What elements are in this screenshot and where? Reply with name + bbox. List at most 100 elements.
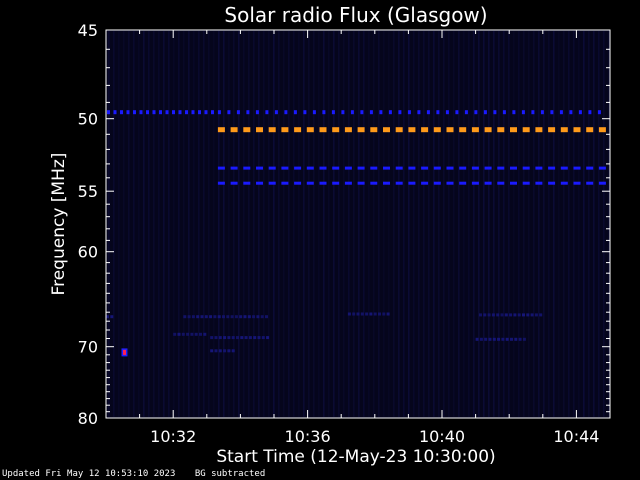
noise-stripe xyxy=(443,31,445,417)
emission-dash xyxy=(293,110,297,115)
weak-emission-mark xyxy=(479,313,482,317)
weak-emission-mark xyxy=(484,337,488,341)
weak-emission-mark xyxy=(260,315,264,319)
weak-emission-mark xyxy=(373,312,377,316)
noise-stripe xyxy=(153,31,155,417)
emission-dash xyxy=(322,110,326,115)
emission-dash xyxy=(268,127,276,133)
emission-dash xyxy=(421,181,429,185)
emission-dash xyxy=(573,166,581,170)
emission-dash xyxy=(120,110,123,115)
weak-emission-mark xyxy=(266,336,270,340)
weak-emission-mark xyxy=(106,315,109,319)
noise-stripe xyxy=(183,31,185,417)
weak-emission-mark xyxy=(518,337,522,341)
weak-emission-mark xyxy=(173,332,177,336)
noise-stripe xyxy=(368,31,370,417)
noise-stripe xyxy=(388,31,390,417)
weak-emission-mark xyxy=(483,313,487,317)
weak-emission-mark xyxy=(526,313,530,317)
emission-dash xyxy=(446,181,454,185)
noise-stripe xyxy=(543,31,545,417)
weak-emission-mark xyxy=(261,336,265,340)
noise-stripe xyxy=(483,31,485,417)
emission-dash xyxy=(586,127,594,133)
emission-dash xyxy=(165,110,169,115)
emission-dash xyxy=(383,181,390,185)
noise-stripe xyxy=(533,31,535,417)
weak-emission-mark xyxy=(218,336,222,340)
emission-dash xyxy=(560,181,568,185)
noise-stripe xyxy=(563,31,565,417)
noise-stripe xyxy=(553,31,555,417)
emission-dash xyxy=(455,110,459,115)
emission-dash xyxy=(598,166,606,170)
noise-stripe xyxy=(113,31,115,417)
noise-stripe xyxy=(373,31,375,417)
weak-emission-mark xyxy=(210,349,214,353)
weak-emission-mark xyxy=(492,337,496,341)
y-tick-label: 70 xyxy=(78,338,98,357)
y-axis: 45 50 55 60 70 80 xyxy=(78,21,610,428)
emission-dash xyxy=(350,110,354,115)
weak-emission-mark xyxy=(204,315,208,319)
weak-emission-mark xyxy=(230,315,234,319)
emission-dash xyxy=(502,110,506,115)
emission-dash xyxy=(510,127,517,133)
emission-dash xyxy=(459,166,467,170)
emission-dash xyxy=(357,181,365,185)
weak-emission-mark xyxy=(488,337,492,341)
noise-stripe xyxy=(353,31,355,417)
emission-dash xyxy=(211,110,214,115)
emission-dash xyxy=(522,181,530,185)
weak-emission-mark xyxy=(504,313,508,317)
noise-stripe xyxy=(283,31,285,417)
weak-emission-mark xyxy=(177,332,181,336)
weak-emission-mark xyxy=(234,315,238,319)
noise-stripe xyxy=(568,31,570,417)
weak-emission-mark xyxy=(194,332,198,336)
weak-emission-mark xyxy=(265,315,268,319)
emission-dash xyxy=(230,166,238,170)
weak-emission-mark xyxy=(214,349,218,353)
noise-stripe xyxy=(188,31,190,417)
noise-stripe xyxy=(293,31,295,417)
weak-emission-mark xyxy=(256,315,260,319)
emission-dash xyxy=(471,166,479,170)
noise-stripe xyxy=(378,31,380,417)
weak-emission-mark xyxy=(223,336,227,340)
noise-stripe xyxy=(518,31,520,417)
y-tick-label: 60 xyxy=(78,243,98,262)
emission-dash xyxy=(484,181,492,185)
weak-emission-mark xyxy=(252,315,256,319)
weak-emission-mark xyxy=(352,312,356,316)
noise-stripe xyxy=(433,31,435,417)
noise-stripe xyxy=(538,31,540,417)
weak-emission-mark xyxy=(214,336,218,340)
emission-dash xyxy=(408,127,416,133)
noise-stripe xyxy=(478,31,480,417)
noise-stripe xyxy=(288,31,290,417)
weak-emission-mark xyxy=(479,337,483,341)
weak-emission-mark xyxy=(534,313,538,317)
emission-dash xyxy=(344,127,352,133)
emission-dash xyxy=(379,110,383,115)
noise-stripe xyxy=(528,31,530,417)
emission-dash xyxy=(464,110,468,115)
emission-dash xyxy=(185,110,188,115)
emission-dash xyxy=(303,110,307,115)
emission-dash xyxy=(510,166,517,170)
weak-emission-mark xyxy=(253,336,257,340)
noise-stripe xyxy=(558,31,560,417)
weak-emission-mark xyxy=(222,315,225,319)
weak-emission-mark xyxy=(514,337,518,341)
emission-dash xyxy=(535,181,543,185)
emission-dash xyxy=(522,166,530,170)
noise-stripe xyxy=(383,31,385,417)
emission-dash xyxy=(548,166,556,170)
noise-stripe xyxy=(593,31,595,417)
noise-stripe xyxy=(238,31,240,417)
emission-dash xyxy=(243,181,251,185)
noise-stripe xyxy=(583,31,585,417)
weak-emission-mark xyxy=(539,313,543,317)
